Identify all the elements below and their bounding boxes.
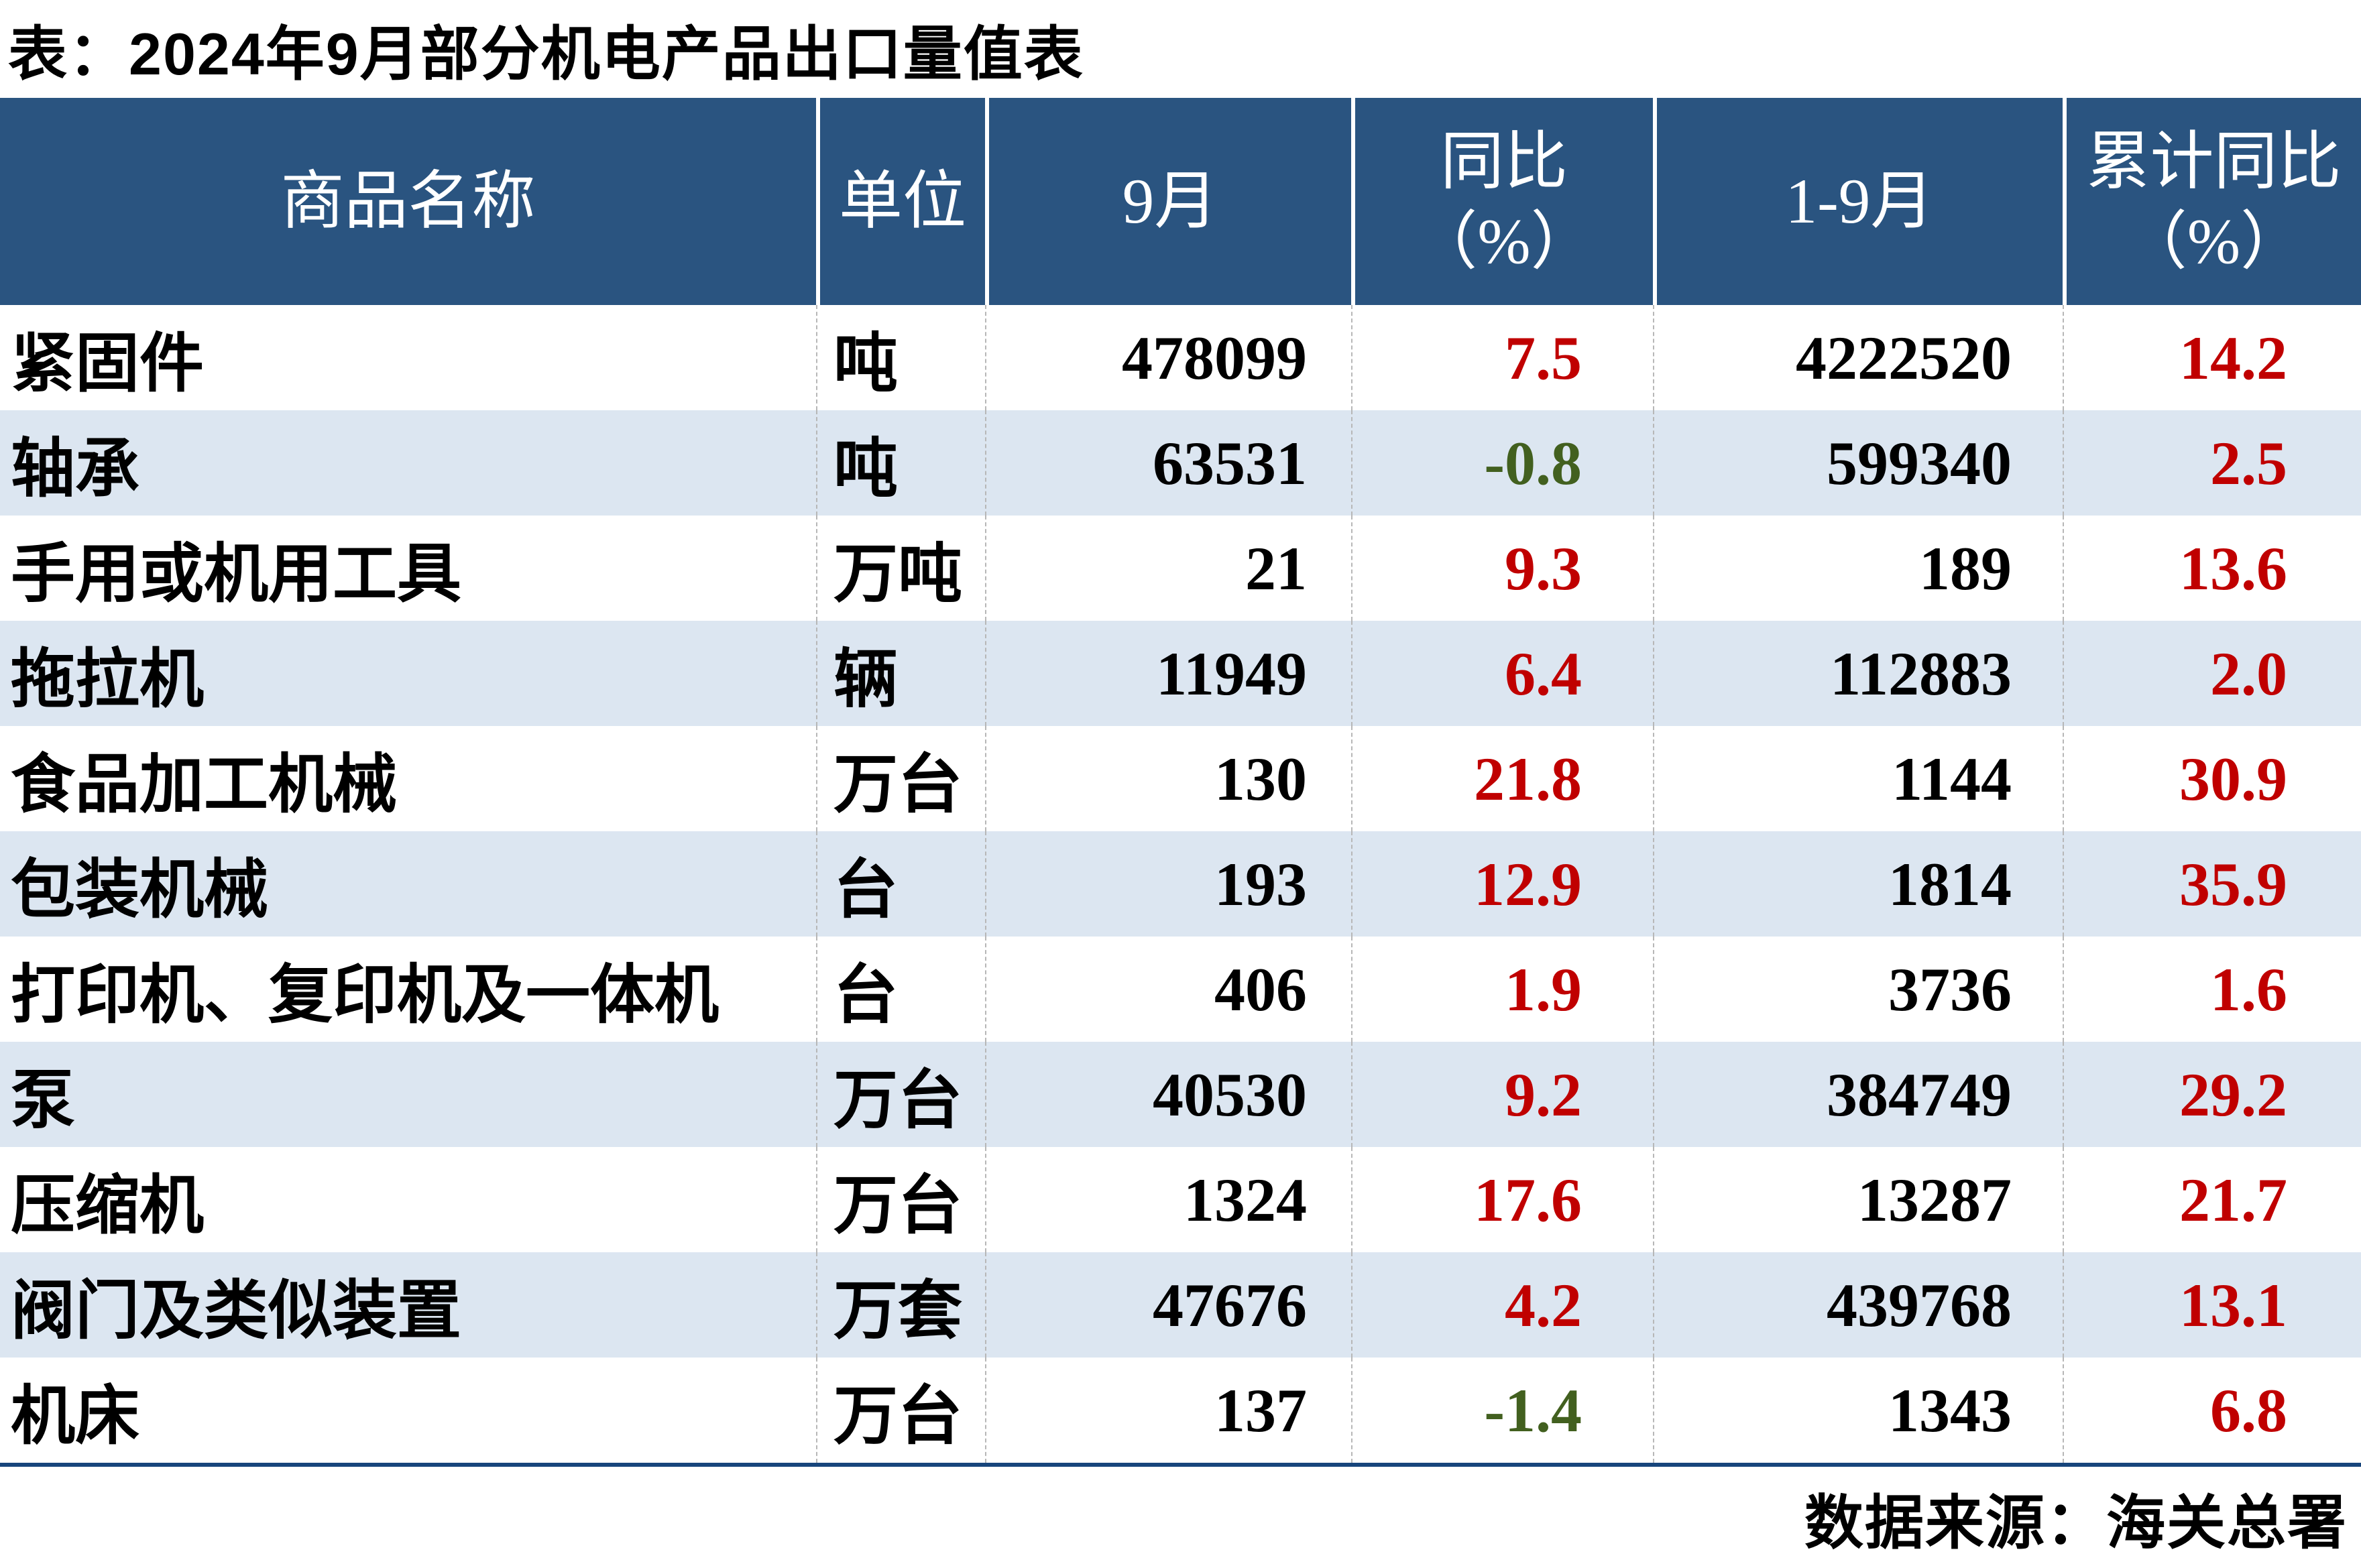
cell-september-value: 478099	[985, 305, 1351, 410]
cell-jan-sep-value: 4222520	[1653, 305, 2063, 410]
cell-product-name: 打印机、复印机及一体机	[11, 959, 719, 1031]
cell-yoy-value: 9.3	[1351, 516, 1653, 621]
cell-cumulative-yoy-value: 2.5	[2063, 410, 2361, 516]
export-data-table: 商品名称 单位 9月 同比 （%） 1-9月 累计同比 （%） 紧固件 吨 47…	[0, 98, 2361, 1467]
col-header-product-name: 商品名称	[0, 98, 816, 305]
cell-september-value: 21	[985, 516, 1351, 621]
table-header-row: 商品名称 单位 9月 同比 （%） 1-9月 累计同比 （%）	[0, 98, 2361, 305]
cell-jan-sep-value: 439768	[1653, 1252, 2063, 1358]
cell-yoy-value: 12.9	[1351, 831, 1653, 937]
col-header-cumulative-yoy-line2: （%）	[2123, 205, 2305, 277]
col-header-yoy: 同比 （%）	[1351, 98, 1653, 305]
cell-cumulative-yoy-value: 14.2	[2063, 305, 2361, 410]
cell-september-value: 47676	[985, 1252, 1351, 1358]
page-title: 表：2024年9月部分机电产品出口量值表	[8, 20, 1084, 87]
cell-cumulative-yoy-value: 2.0	[2063, 621, 2361, 726]
col-header-cumulative-yoy-line1: 累计同比	[2086, 125, 2342, 197]
cell-jan-sep-value: 189	[1653, 516, 2063, 621]
cell-yoy-value: 7.5	[1351, 305, 1653, 410]
cell-yoy-value: -0.8	[1351, 410, 1653, 516]
col-header-yoy-line1: 同比	[1440, 125, 1568, 197]
cell-cumulative-yoy-value: 6.8	[2063, 1358, 2361, 1463]
cell-product-name: 包装机械	[0, 831, 816, 937]
col-header-cumulative-yoy: 累计同比 （%）	[2063, 98, 2361, 305]
cell-september-value: 130	[985, 726, 1351, 831]
cell-september-value: 11949	[985, 621, 1351, 726]
cell-september-value: 193	[985, 831, 1351, 937]
cell-jan-sep-value: 1814	[1653, 831, 2063, 937]
cell-product-name: 机床	[11, 1380, 139, 1452]
cell-jan-sep-value: 1144	[1653, 726, 2063, 831]
cell-unit: 万吨	[816, 516, 985, 621]
cell-cumulative-yoy-value: 1.6	[2063, 937, 2361, 1042]
col-header-jan-sep: 1-9月	[1653, 98, 2063, 305]
cell-september-value: 406	[985, 937, 1351, 1042]
table-row: 食品加工机械 万台 130 21.8 1144 30.9	[0, 726, 2361, 831]
cell-yoy-value: 9.2	[1351, 1042, 1653, 1147]
cell-jan-sep-value: 599340	[1653, 410, 2063, 516]
table-row: 压缩机 万台 1324 17.6 13287 21.7	[0, 1147, 2361, 1252]
cell-september-value: 63531	[985, 410, 1351, 516]
cell-product-name: 紧固件	[11, 328, 204, 400]
table-row: 手用或机用工具 万吨 21 9.3 189 13.6	[0, 516, 2361, 621]
cell-product-name: 泵	[0, 1042, 816, 1147]
cell-unit: 吨	[816, 410, 985, 516]
cell-unit: 台	[816, 831, 985, 937]
cell-yoy-value: -1.4	[1351, 1358, 1653, 1463]
cell-yoy-value: 17.6	[1351, 1147, 1653, 1252]
cell-yoy-value: 6.4	[1351, 621, 1653, 726]
col-header-september: 9月	[985, 98, 1351, 305]
cell-jan-sep-value: 3736	[1653, 937, 2063, 1042]
table-row: 包装机械 台 193 12.9 1814 35.9	[0, 831, 2361, 937]
cell-product-name: 拖拉机	[0, 621, 816, 726]
cell-september-value: 40530	[985, 1042, 1351, 1147]
cell-cumulative-yoy-value: 35.9	[2063, 831, 2361, 937]
cell-unit: 万台	[816, 1358, 985, 1463]
cell-unit: 万套	[816, 1252, 985, 1358]
cell-cumulative-yoy-value: 13.1	[2063, 1252, 2361, 1358]
table-row: 阀门及类似装置 万套 47676 4.2 439768 13.1	[0, 1252, 2361, 1358]
col-header-yoy-line2: （%）	[1414, 205, 1595, 277]
cell-product-name: 轴承	[0, 410, 816, 516]
cell-product-name: 阀门及类似装置	[0, 1252, 816, 1358]
cell-yoy-value: 21.8	[1351, 726, 1653, 831]
cell-unit: 吨	[816, 305, 985, 410]
cell-jan-sep-value: 13287	[1653, 1147, 2063, 1252]
cell-product-name: 食品加工机械	[11, 749, 397, 821]
cell-september-value: 1324	[985, 1147, 1351, 1252]
cell-unit: 万台	[816, 1042, 985, 1147]
cell-yoy-value: 1.9	[1351, 937, 1653, 1042]
cell-cumulative-yoy-value: 13.6	[2063, 516, 2361, 621]
data-source-note: 数据来源：海关总署	[1804, 1490, 2348, 1556]
table-row: 泵 万台 40530 9.2 384749 29.2	[0, 1042, 2361, 1147]
cell-cumulative-yoy-value: 21.7	[2063, 1147, 2361, 1252]
cell-unit: 万台	[816, 1147, 985, 1252]
table-row: 紧固件 吨 478099 7.5 4222520 14.2	[0, 305, 2361, 410]
cell-jan-sep-value: 112883	[1653, 621, 2063, 726]
cell-unit: 万台	[816, 726, 985, 831]
cell-unit: 台	[816, 937, 985, 1042]
cell-september-value: 137	[985, 1358, 1351, 1463]
col-header-unit: 单位	[816, 98, 985, 305]
table-row: 打印机、复印机及一体机 台 406 1.9 3736 1.6	[0, 937, 2361, 1042]
table-row: 拖拉机 辆 11949 6.4 112883 2.0	[0, 621, 2361, 726]
cell-product-name: 手用或机用工具	[11, 538, 461, 610]
cell-yoy-value: 4.2	[1351, 1252, 1653, 1358]
cell-cumulative-yoy-value: 29.2	[2063, 1042, 2361, 1147]
cell-jan-sep-value: 1343	[1653, 1358, 2063, 1463]
cell-unit: 辆	[816, 621, 985, 726]
cell-product-name: 压缩机	[11, 1170, 204, 1242]
cell-cumulative-yoy-value: 30.9	[2063, 726, 2361, 831]
cell-jan-sep-value: 384749	[1653, 1042, 2063, 1147]
table-row: 轴承 吨 63531 -0.8 599340 2.5	[0, 410, 2361, 516]
table-row: 机床 万台 137 -1.4 1343 6.8	[0, 1358, 2361, 1463]
